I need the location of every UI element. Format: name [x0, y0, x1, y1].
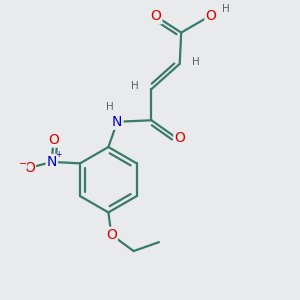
Text: O: O	[48, 133, 59, 147]
Text: H: H	[192, 57, 200, 67]
Text: N: N	[112, 115, 122, 129]
Text: O: O	[24, 161, 35, 175]
Text: +: +	[55, 150, 61, 159]
Text: H: H	[131, 81, 139, 91]
Text: N: N	[47, 155, 57, 169]
Text: O: O	[151, 9, 161, 23]
Text: O: O	[206, 9, 216, 23]
Text: O: O	[174, 131, 185, 145]
Text: −: −	[19, 159, 27, 169]
Text: H: H	[222, 4, 230, 14]
Text: H: H	[106, 103, 114, 112]
Text: O: O	[106, 228, 117, 242]
